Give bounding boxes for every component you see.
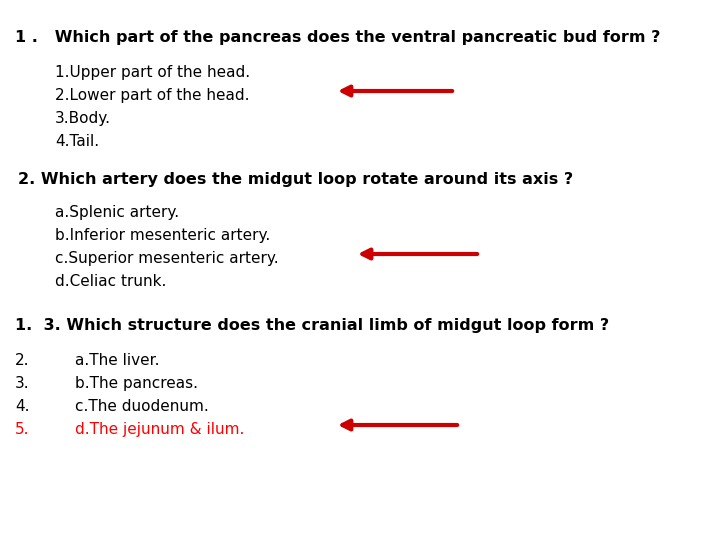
Text: 2. Which artery does the midgut loop rotate around its axis ?: 2. Which artery does the midgut loop rot… xyxy=(18,172,573,187)
Text: d.The jejunum & ilum.: d.The jejunum & ilum. xyxy=(75,422,244,437)
Text: 2.Lower part of the head.: 2.Lower part of the head. xyxy=(55,88,250,103)
Text: 1.Upper part of the head.: 1.Upper part of the head. xyxy=(55,65,250,80)
Text: a.Splenic artery.: a.Splenic artery. xyxy=(55,205,179,220)
Text: d.Celiac trunk.: d.Celiac trunk. xyxy=(55,274,166,289)
Text: c.The duodenum.: c.The duodenum. xyxy=(75,399,209,414)
Text: a.The liver.: a.The liver. xyxy=(75,353,160,368)
Text: 4.: 4. xyxy=(15,399,30,414)
Text: c.Superior mesenteric artery.: c.Superior mesenteric artery. xyxy=(55,251,279,266)
Text: 3.: 3. xyxy=(15,376,30,391)
Text: b.Inferior mesenteric artery.: b.Inferior mesenteric artery. xyxy=(55,228,270,243)
Text: 5.: 5. xyxy=(15,422,30,437)
Text: 1 .   Which part of the pancreas does the ventral pancreatic bud form ?: 1 . Which part of the pancreas does the … xyxy=(15,30,660,45)
Text: b.The pancreas.: b.The pancreas. xyxy=(75,376,198,391)
Text: 3.Body.: 3.Body. xyxy=(55,111,111,126)
Text: 2.: 2. xyxy=(15,353,30,368)
Text: 4.Tail.: 4.Tail. xyxy=(55,134,99,149)
Text: 1.  3. Which structure does the cranial limb of midgut loop form ?: 1. 3. Which structure does the cranial l… xyxy=(15,318,609,333)
